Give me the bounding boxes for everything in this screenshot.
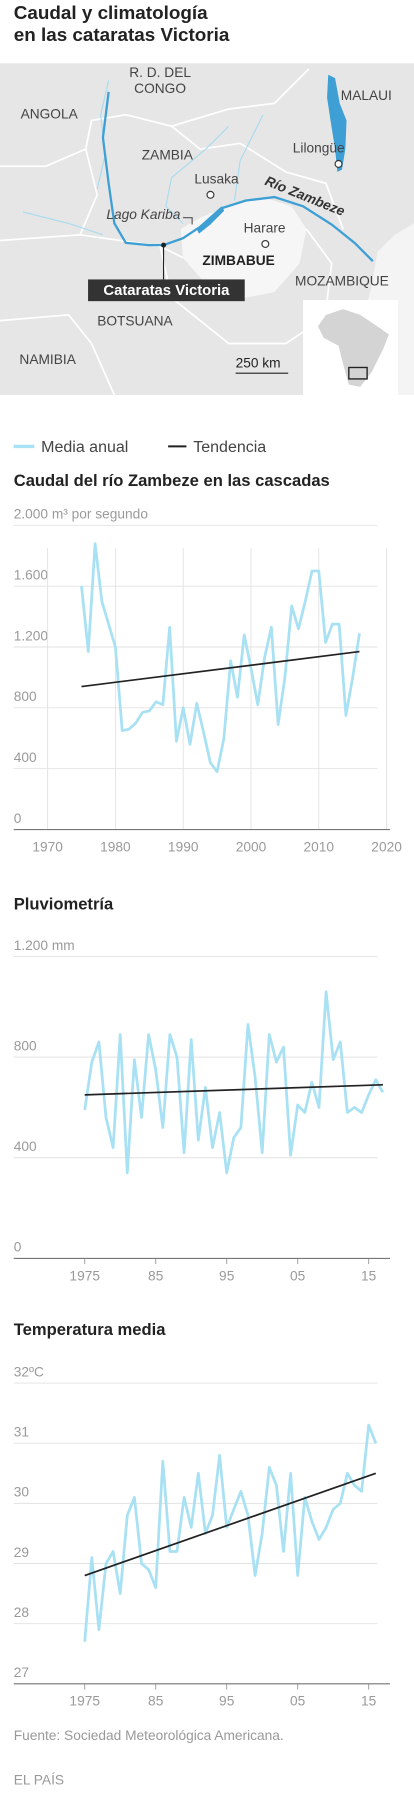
trend-line (84, 1083, 383, 1096)
x-tick-label: 2020 (371, 839, 402, 854)
y-tick-label: 800 (14, 689, 37, 704)
publisher: EL PAÍS (14, 1772, 64, 1788)
chart-title: Temperatura media (14, 1320, 166, 1339)
map-label: NAMIBIA (19, 352, 76, 367)
capital-markers (206, 159, 343, 248)
y-tick-label: 800 (14, 1038, 37, 1053)
x-tick-label: 1975 (69, 1268, 100, 1283)
y-tick-label: 400 (14, 750, 37, 765)
map-label: CONGO (134, 81, 186, 96)
map-label: Harare (244, 221, 286, 236)
y-tick-label: 28 (14, 1605, 30, 1620)
trend-line (84, 1472, 377, 1577)
inset-locator (348, 366, 368, 380)
x-tick-label: 95 (219, 1694, 235, 1709)
legend-label: Media anual (41, 439, 128, 456)
map-label: MALAUI (341, 88, 392, 103)
y-tick-label: 29 (14, 1545, 29, 1560)
chart-title: Caudal del río Zambeze en las cascadas (14, 471, 330, 490)
legend-label: Tendencia (193, 439, 266, 456)
map-label: ANGOLA (21, 106, 79, 121)
x-tick-label: 1990 (168, 839, 199, 854)
y-tick-label: 32ºC (14, 1364, 44, 1379)
chart: Pluviometría 0 400 800 1.200 mm 1975 85 95 05 15 (14, 894, 390, 1283)
title-line: Caudal y climatología (14, 2, 208, 23)
x-tick-label: 15 (361, 1694, 377, 1709)
annual-line (80, 542, 361, 774)
lake-malawi (327, 74, 347, 172)
annual-line (83, 990, 385, 1175)
inset-africa (317, 309, 389, 387)
x-tick-label: 95 (219, 1268, 235, 1283)
y-tick-label: 1.600 (14, 567, 49, 582)
map-label: ZIMBABUE (202, 253, 274, 268)
x-tick-label: 85 (148, 1268, 164, 1283)
lake-kariba (196, 206, 225, 234)
map-label: Lilongüe (293, 141, 345, 156)
scale-label: 250 km (236, 356, 281, 371)
chart: Temperatura media 27 28 29 30 31 32ºC 1975 85 95 0… (14, 1320, 390, 1709)
y-tick-label: 400 (14, 1139, 37, 1154)
x-tick-label: 85 (148, 1694, 164, 1709)
map-label: ZAMBIA (142, 148, 194, 163)
x-tick-label: 05 (290, 1694, 306, 1709)
y-tick-label: 1.200 mm (14, 938, 75, 953)
x-tick-label: 05 (290, 1268, 306, 1283)
y-tick-label: 27 (14, 1665, 29, 1680)
map-label: R. D. DEL (129, 65, 191, 80)
x-tick-label: 2000 (236, 839, 267, 854)
zambezi-river (101, 91, 374, 262)
map-label: Lusaka (194, 172, 239, 187)
falls-label: Cataratas Victoria (103, 283, 230, 299)
x-tick-label: 15 (361, 1268, 377, 1283)
x-tick-label: 1975 (69, 1694, 100, 1709)
x-tick-label: 2010 (304, 839, 335, 854)
y-tick-label: 1.200 (14, 628, 49, 643)
trend-line (81, 650, 360, 688)
y-tick-label: 31 (14, 1425, 29, 1440)
map: ANGOLA R. D. DEL CONGO MALAUI ZAMBIA Lil… (0, 63, 414, 396)
x-tick-label: 1980 (100, 839, 131, 854)
map-label: Lago Kariba (106, 207, 180, 222)
kariba-bracket (182, 217, 193, 225)
title-line: en las cataratas Victoria (14, 24, 230, 45)
y-tick-label: 0 (14, 1240, 22, 1255)
map-label: BOTSUANA (97, 313, 173, 328)
y-tick-label: 0 (14, 811, 22, 826)
annual-line (83, 1423, 378, 1642)
falls-label-box (88, 279, 245, 302)
chart-title: Pluviometría (14, 894, 114, 913)
x-tick-label: 1970 (32, 839, 63, 854)
source: Fuente: Sociedad Meteorológica Americana… (14, 1728, 284, 1743)
chart: Caudal del río Zambeze en las cascadas 0 4… (14, 471, 402, 854)
y-tick-label: 2.000 m³ por segundo (14, 507, 149, 522)
y-tick-label: 30 (14, 1485, 30, 1500)
map-label: MOZAMBIQUE (295, 273, 389, 288)
